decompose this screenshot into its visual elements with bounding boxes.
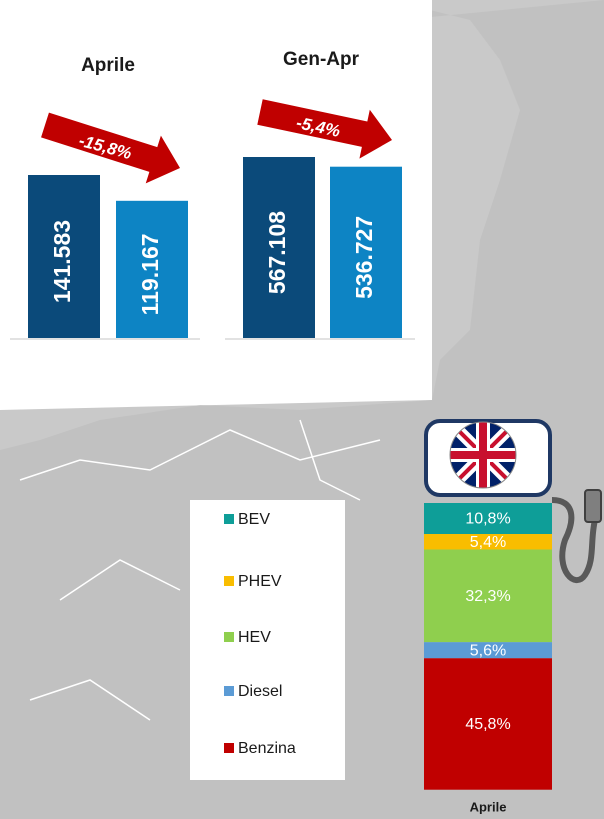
segment-label: 5,6% <box>470 642 506 659</box>
x-tick-label: Aprile <box>470 799 507 814</box>
legend-swatch <box>224 514 234 524</box>
bar <box>116 200 188 338</box>
legend-label: Diesel <box>238 683 282 700</box>
stack-segment <box>424 658 552 790</box>
fuel-pump <box>424 419 602 584</box>
stack-segment <box>424 503 552 534</box>
chart-title: Gen-Apr <box>283 49 360 70</box>
legend-label: Benzina <box>238 740 296 757</box>
legend-label: BEV <box>238 511 270 528</box>
arrow <box>41 112 181 184</box>
legend-swatch <box>224 743 234 753</box>
segment-label: 10,8% <box>465 511 510 528</box>
legend-box <box>190 500 345 780</box>
legend-label: HEV <box>238 629 271 646</box>
bar <box>28 175 100 338</box>
value-label: 141.583 <box>49 220 75 303</box>
value-label: 536.727 <box>351 216 377 299</box>
stack-segment <box>424 533 552 550</box>
legend-label: PHEV <box>238 573 282 590</box>
segment-label: 45,8% <box>465 716 510 733</box>
legend-swatch <box>224 686 234 696</box>
legend-swatch <box>224 632 234 642</box>
arrow-shape <box>41 112 181 184</box>
segment-label: 32,3% <box>465 588 510 605</box>
value-label: 119.167 <box>137 233 163 315</box>
bar <box>243 157 315 338</box>
stack-segment <box>424 642 552 659</box>
arrow <box>257 99 392 159</box>
chart-title: Aprile <box>81 55 135 76</box>
stack-segment <box>424 549 552 643</box>
arrow-shape <box>257 99 392 159</box>
value-label: 567.108 <box>264 211 290 294</box>
legend-swatch <box>224 576 234 586</box>
segment-label: 5,4% <box>470 534 506 551</box>
bar <box>330 166 402 338</box>
